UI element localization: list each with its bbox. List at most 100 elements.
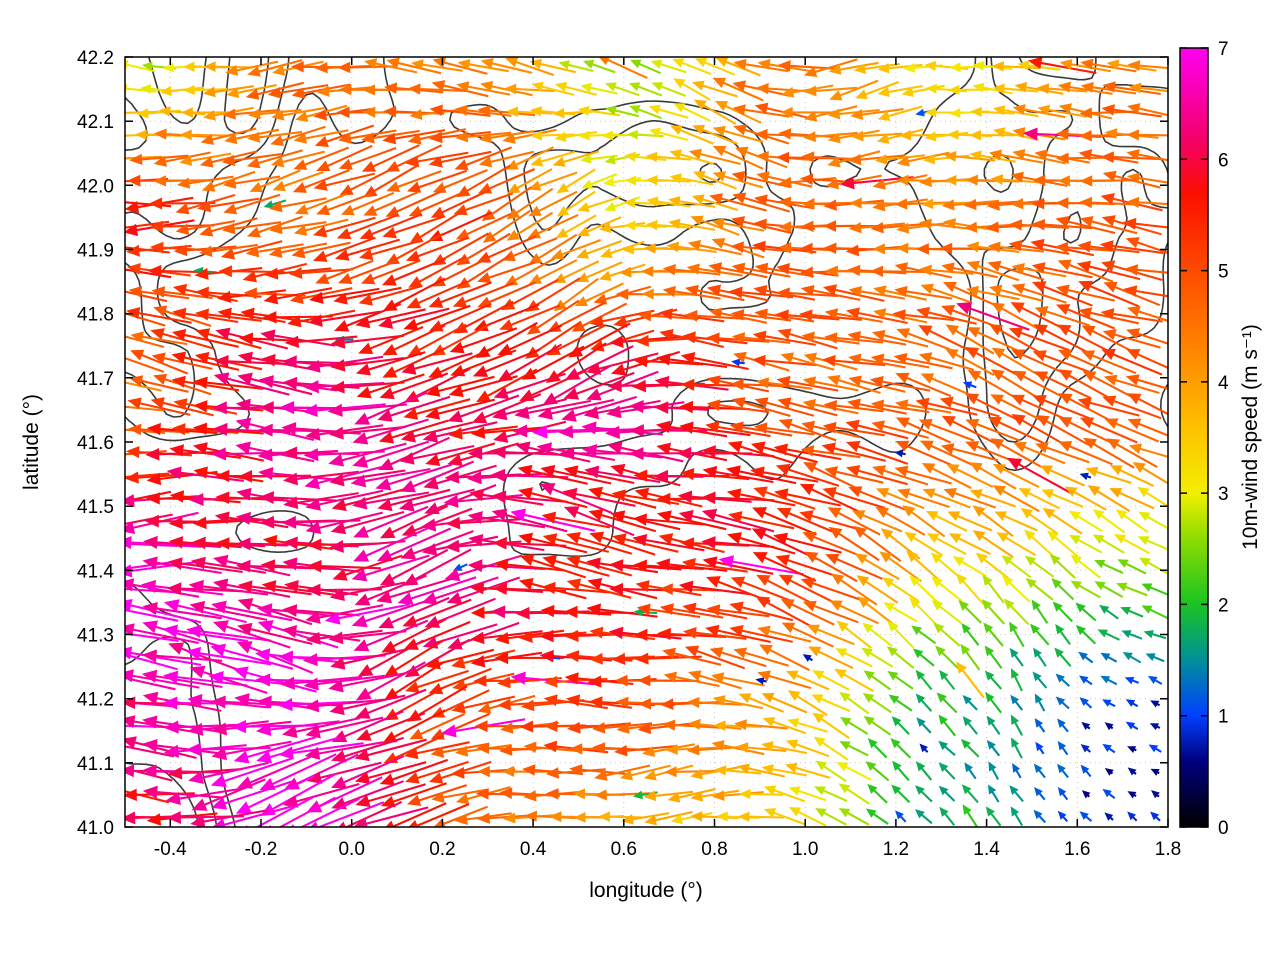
wind-arrow xyxy=(141,764,223,778)
wind-arrow xyxy=(401,352,473,375)
wind-arrow xyxy=(992,61,1040,72)
wind-arrow xyxy=(554,81,597,96)
wind-arrow xyxy=(305,716,384,739)
wind-arrow xyxy=(237,622,313,646)
wind-arrow xyxy=(877,105,923,121)
wind-arrow xyxy=(1102,743,1116,754)
wind-arrow xyxy=(787,718,828,733)
wind-arrow xyxy=(399,488,475,512)
wind-arrow xyxy=(566,532,633,555)
wind-arrow xyxy=(986,739,1001,757)
wind-arrow xyxy=(656,353,728,369)
wind-arrow xyxy=(750,441,818,464)
wind-arrow xyxy=(1081,790,1091,799)
wind-arrow xyxy=(1127,767,1137,776)
wind-arrow xyxy=(888,694,913,712)
wind-arrow xyxy=(605,105,640,118)
wind-arrow xyxy=(882,577,919,602)
wind-arrow xyxy=(270,125,326,146)
wind-arrow xyxy=(705,421,771,438)
wind-arrow xyxy=(964,346,1022,378)
wind-arrow xyxy=(972,530,1014,558)
wind-arrow xyxy=(407,128,467,145)
wind-arrow xyxy=(655,420,728,438)
wind-arrow xyxy=(235,775,315,814)
wind-arrow xyxy=(443,494,523,508)
wind-arrow xyxy=(428,150,492,168)
wind-arrow xyxy=(379,504,449,539)
wind-arrow xyxy=(887,670,914,690)
wind-arrow xyxy=(1006,457,1072,495)
wind-arrow xyxy=(918,352,975,371)
wind-arrow xyxy=(684,645,746,670)
wind-arrow xyxy=(142,785,222,799)
wind-arrow xyxy=(587,577,658,600)
wind-arrow xyxy=(1120,606,1144,618)
wind-arrow xyxy=(338,147,397,170)
wind-arrow xyxy=(940,443,999,462)
wind-arrow xyxy=(1102,329,1161,349)
wind-arrow xyxy=(827,507,881,536)
wind-arrow xyxy=(192,516,265,530)
wind-arrow xyxy=(558,60,594,73)
wind-arrow xyxy=(853,62,901,74)
wind-arrow xyxy=(1055,623,1071,646)
wind-arrow xyxy=(233,736,317,764)
wind-arrow xyxy=(733,351,790,372)
wind-arrow xyxy=(1121,630,1143,640)
wind-arrow xyxy=(1033,809,1046,824)
wind-arrow xyxy=(162,670,248,687)
wind-arrow xyxy=(1099,240,1164,255)
wind-arrow xyxy=(636,603,701,619)
wind-arrow xyxy=(824,308,883,323)
wind-arrow xyxy=(530,150,576,167)
wind-arrow xyxy=(336,213,399,240)
wind-arrow xyxy=(762,717,807,735)
wind-arrow xyxy=(692,124,738,145)
wind-arrow xyxy=(444,539,522,553)
wind-arrow xyxy=(1049,554,1076,579)
wind-arrow xyxy=(594,764,651,781)
wind-arrow xyxy=(867,783,888,804)
wind-arrow xyxy=(338,800,403,827)
wind-arrow xyxy=(738,693,784,713)
wind-arrow xyxy=(919,743,929,753)
wind-arrow xyxy=(428,281,492,308)
wind-arrow xyxy=(519,554,586,579)
wind-arrow xyxy=(580,82,618,95)
wind-arrow xyxy=(1117,559,1147,575)
x-tick-label: 0.2 xyxy=(429,839,455,860)
wind-arrow xyxy=(804,551,858,583)
wind-arrow xyxy=(643,790,694,802)
wind-arrow xyxy=(247,59,303,77)
wind-arrow xyxy=(763,785,805,803)
wind-arrow xyxy=(892,309,955,322)
wind-arrow xyxy=(581,173,618,189)
wind-arrow xyxy=(755,677,767,685)
wind-arrow xyxy=(281,624,361,642)
wind-arrow xyxy=(281,717,361,738)
y-tick-label: 41.5 xyxy=(77,497,114,518)
wind-arrow xyxy=(709,647,767,668)
wind-arrow xyxy=(1057,810,1069,823)
wind-arrow xyxy=(376,527,452,562)
wind-arrow xyxy=(800,285,861,301)
wind-arrow xyxy=(1100,652,1118,663)
wind-arrow xyxy=(824,332,884,344)
wind-arrow xyxy=(1079,472,1092,481)
wind-arrow xyxy=(195,328,262,350)
wind-arrow xyxy=(302,403,386,418)
wind-arrow xyxy=(632,513,705,526)
x-tick-label: 1.0 xyxy=(792,839,818,860)
wind-arrow xyxy=(282,557,360,573)
wind-arrow xyxy=(673,78,711,101)
wind-arrow xyxy=(993,105,1039,118)
colorbar-tick-label: 5 xyxy=(1218,262,1229,283)
wind-arrow xyxy=(943,488,997,509)
wind-arrow xyxy=(839,691,870,715)
wind-arrow xyxy=(379,372,449,400)
wind-arrow xyxy=(804,85,858,97)
wind-arrow xyxy=(970,106,1016,118)
wind-arrow xyxy=(330,648,405,670)
wind-arrow xyxy=(145,448,219,461)
